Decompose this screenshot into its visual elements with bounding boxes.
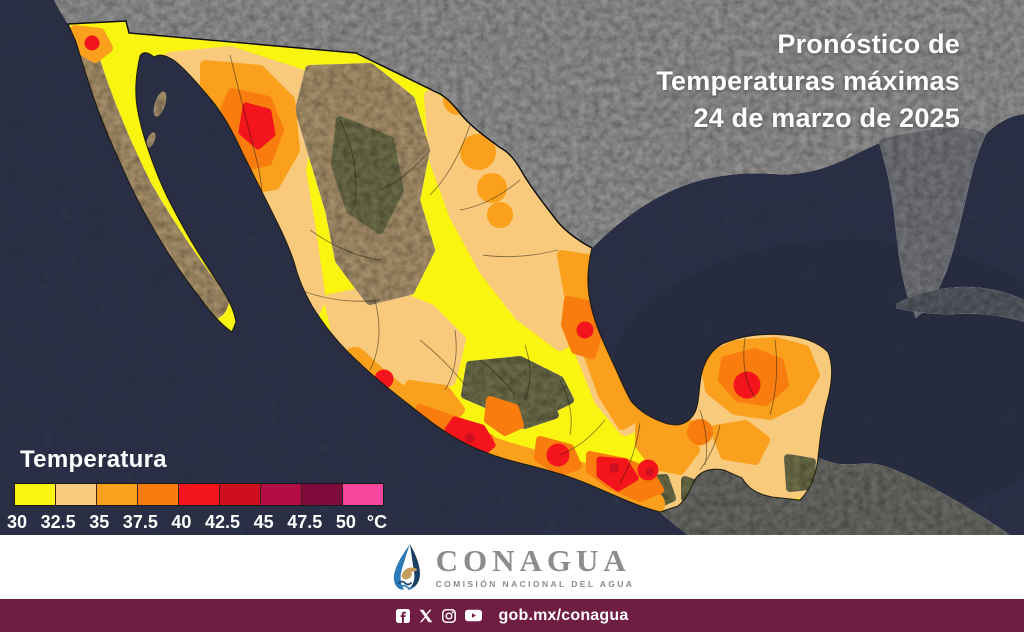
legend-swatch	[302, 484, 343, 505]
legend-swatch	[138, 484, 179, 505]
legend-tick: 37.5	[122, 512, 158, 532]
x-icon[interactable]	[419, 609, 433, 623]
water-drop-icon	[393, 544, 420, 590]
legend-swatch	[220, 484, 261, 505]
legend-tick: 45	[253, 512, 274, 532]
youtube-icon[interactable]	[464, 609, 482, 622]
title-line-1: Pronóstico de	[777, 29, 960, 59]
legend-tick-labels: 30 32.5 35 37.5 40 42.5 45 47.5 50 °C	[7, 512, 388, 534]
legend-tick: 50	[335, 512, 356, 532]
central-america-landmass	[660, 458, 1010, 535]
brand-name: CONAGUA	[435, 542, 631, 578]
legend-swatch	[261, 484, 302, 505]
footer-white-band: CONAGUA COMISIÓN NACIONAL DEL AGUA	[0, 535, 1024, 599]
state-boundaries	[229, 54, 778, 484]
gob-mx-url[interactable]: gob.mx/conagua	[498, 606, 629, 624]
legend-swatch	[179, 484, 220, 505]
map-canvas	[0, 0, 1024, 535]
legend-tick: 35	[89, 512, 110, 532]
legend-title: Temperatura	[20, 446, 167, 473]
brand-subtitle: COMISIÓN NACIONAL DEL AGUA	[435, 578, 635, 589]
title-line-2: Temperaturas máximas	[656, 66, 960, 96]
facebook-icon[interactable]	[395, 608, 410, 623]
legend-tick: 30	[6, 512, 28, 532]
legend-swatch	[97, 484, 138, 505]
cuba-landmass	[896, 286, 1024, 322]
legend-tick: 40	[171, 512, 192, 532]
us-mexico-border-line	[67, 20, 593, 249]
legend-color-bar	[14, 483, 384, 506]
temperature-legend: Temperatura 30 32.5 35 37.5 40 42.5 45 47.5 50 °C	[7, 446, 414, 534]
social-icons	[395, 608, 482, 623]
legend-swatch	[343, 484, 383, 505]
us-landmass	[54, 0, 1024, 318]
legend-unit: °C	[366, 512, 388, 532]
legend-swatch	[15, 484, 56, 505]
gulf-islands	[146, 91, 167, 148]
mexico-temperature-map	[0, 0, 1024, 535]
legend-swatch	[56, 484, 97, 505]
conagua-logo: CONAGUA COMISIÓN NACIONAL DEL AGUA	[390, 543, 635, 591]
legend-tick: 47.5	[287, 512, 323, 532]
page-title: Pronóstico de Temperaturas máximas 24 de…	[656, 26, 960, 137]
footer-maroon-band: gob.mx/conagua	[0, 599, 1024, 632]
legend-tick: 32.5	[40, 512, 76, 532]
mexico-coastline	[67, 20, 833, 513]
florida-landmass	[878, 127, 986, 318]
instagram-icon[interactable]	[441, 608, 456, 623]
title-line-3: 24 de marzo de 2025	[693, 103, 960, 133]
legend-tick: 42.5	[205, 512, 241, 532]
